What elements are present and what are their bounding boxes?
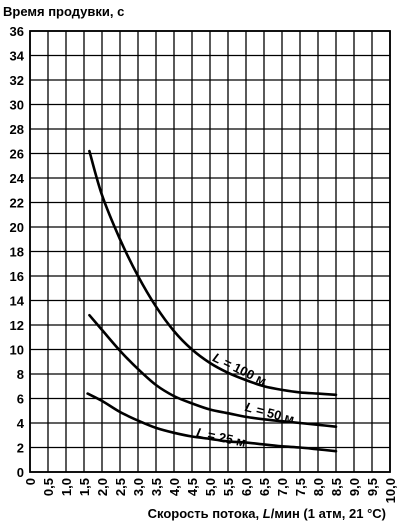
y-tick-label: 4: [17, 416, 25, 431]
y-tick-label: 2: [17, 441, 24, 456]
y-tick-label: 20: [10, 220, 24, 235]
x-tick-label: 7,0: [275, 478, 290, 496]
y-tick-label: 28: [10, 122, 24, 137]
x-tick-label: 1,5: [77, 478, 92, 496]
x-tick-label: 6,5: [257, 478, 272, 496]
grid: [29, 30, 391, 473]
x-tick-label: 0,5: [41, 478, 56, 496]
plot-frame: [29, 30, 391, 473]
series-line: [88, 149, 338, 397]
y-tick-label: 10: [10, 343, 24, 358]
x-tick-labels: 0 0,5 1,0 1,5 2,0 2,5 3,0 3,5 4,0 4,5 5,0 5,5 6,0 6,5…: [23, 478, 398, 503]
x-axis-title: Скорость потока, L/мин (1 атм, 21 °C): [148, 506, 386, 521]
y-tick-label: 12: [10, 318, 24, 333]
series-label: L = 25 м: [195, 425, 247, 450]
x-tick-label: 5,0: [203, 478, 218, 496]
x-tick-label: 0: [23, 478, 38, 485]
y-tick-label: 8: [17, 367, 24, 382]
x-tick-label: 3,0: [131, 478, 146, 496]
x-tick-label: 5,5: [221, 478, 236, 496]
x-tick-label: 4,0: [167, 478, 182, 496]
y-tick-label: 0: [17, 465, 24, 480]
x-tick-label: 2,5: [113, 478, 128, 496]
x-tick-label: 8,5: [329, 478, 344, 496]
y-axis-title: Время продувки, с: [3, 4, 124, 19]
y-tick-label: 14: [10, 294, 25, 309]
x-tick-label: 8,0: [311, 478, 326, 496]
x-tick-label: 4,5: [185, 478, 200, 496]
y-tick-label: 24: [10, 171, 25, 186]
y-tick-label: 34: [10, 49, 25, 64]
series-line: [88, 313, 338, 428]
x-tick-label: 2,0: [95, 478, 110, 496]
x-tick-label: 9,5: [365, 478, 380, 496]
x-tick-label: 9,0: [347, 478, 362, 496]
y-tick-label: 16: [10, 269, 24, 284]
y-tick-label: 22: [10, 196, 24, 211]
y-tick-label: 6: [17, 392, 24, 407]
x-tick-label: 3,5: [149, 478, 164, 496]
x-tick-label: 1,0: [59, 478, 74, 496]
x-tick-label: 10,0: [383, 478, 398, 503]
y-tick-label: 32: [10, 73, 24, 88]
y-tick-label: 30: [10, 98, 24, 113]
x-tick-label: 7,5: [293, 478, 308, 496]
y-tick-label: 18: [10, 245, 24, 260]
y-tick-label: 36: [10, 24, 24, 39]
x-tick-label: 6,0: [239, 478, 254, 496]
series-layer: L = 100 мL = 50 мL = 25 м: [86, 149, 338, 453]
y-tick-label: 26: [10, 147, 24, 162]
series-line: [86, 392, 338, 453]
